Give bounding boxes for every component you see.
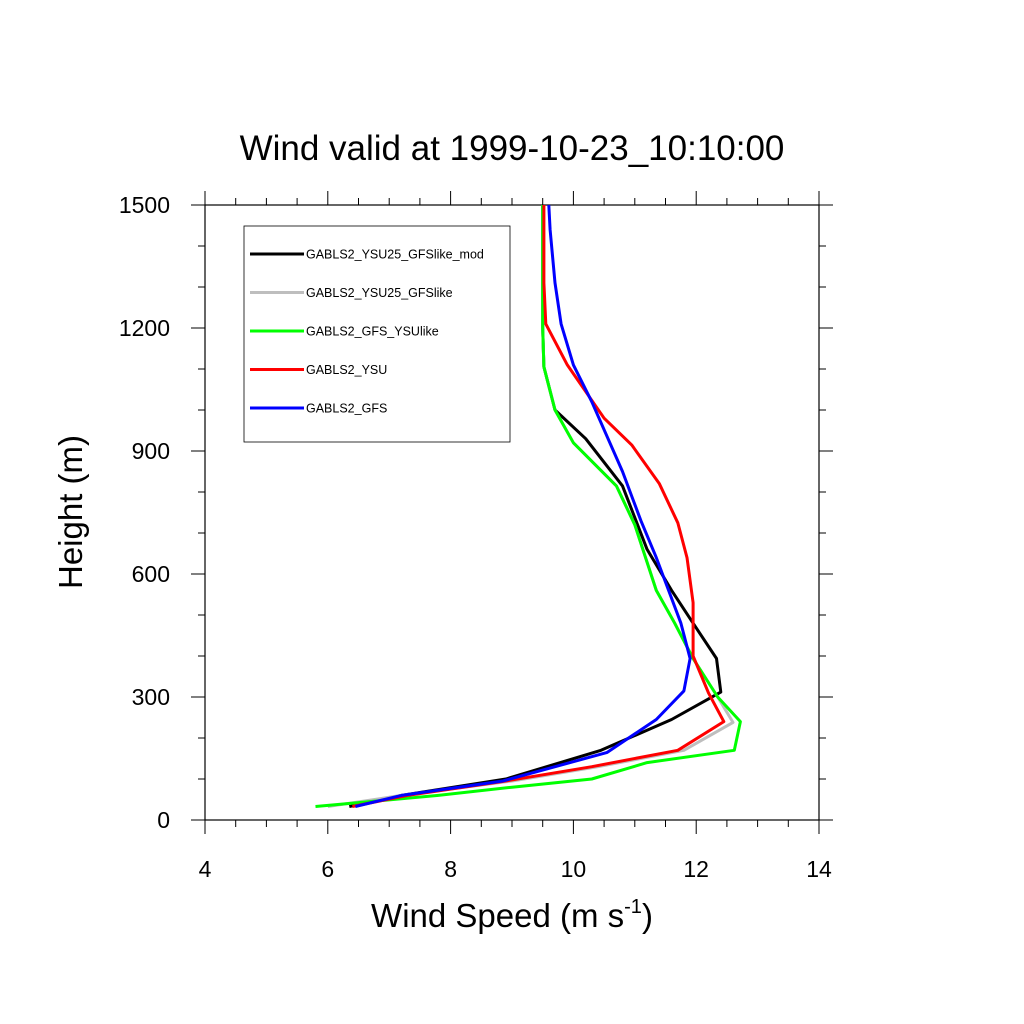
y-axis-label: Height (m) bbox=[52, 435, 89, 589]
legend: GABLS2_YSU25_GFSlike_mod GABLS2_YSU25_GFS… bbox=[243, 225, 511, 443]
x-tick-label: 6 bbox=[321, 856, 334, 882]
legend-label: GABLS2_YSU25_GFSlike_mod bbox=[306, 248, 484, 262]
legend-label: GABLS2_GFS_YSUlike bbox=[306, 325, 439, 339]
x-axis-label-exponent: -1 bbox=[624, 896, 642, 918]
y-tick-label: 600 bbox=[132, 561, 170, 587]
y-tick-label: 900 bbox=[132, 438, 170, 464]
x-tick-label: 8 bbox=[444, 856, 457, 882]
series-line-4 bbox=[355, 204, 692, 808]
legend-label: GABLS2_YSU25_GFSlike bbox=[306, 286, 453, 300]
x-axis-label-close: ) bbox=[642, 897, 653, 934]
y-tick-label: 1200 bbox=[119, 315, 170, 341]
y-tick-label: 0 bbox=[157, 807, 170, 833]
legend-box bbox=[243, 225, 511, 443]
x-axis-label: Wind Speed (m s-1) bbox=[371, 896, 653, 934]
y-tick-label: 1500 bbox=[119, 192, 170, 218]
x-axis-label-text: Wind Speed (m s bbox=[371, 897, 624, 934]
legend-entries: GABLS2_YSU25_GFSlike_mod GABLS2_YSU25_GFS… bbox=[250, 248, 484, 416]
y-tick-label: 300 bbox=[132, 684, 170, 710]
series-layer bbox=[315, 204, 742, 808]
x-tick-label: 10 bbox=[561, 856, 587, 882]
x-tick-label: 4 bbox=[199, 856, 212, 882]
axis-ticks: 4 6 8 10 12 14 0 300 600 900 1200 1500 bbox=[119, 191, 833, 882]
series-line-3 bbox=[352, 205, 726, 808]
legend-label: GABLS2_YSU bbox=[306, 363, 387, 377]
series-line-2 bbox=[315, 205, 742, 808]
chart-title: Wind valid at 1999-10-23_10:10:00 bbox=[240, 129, 785, 168]
legend-label: GABLS2_GFS bbox=[306, 402, 387, 416]
x-tick-label: 12 bbox=[683, 856, 709, 882]
x-tick-label: 14 bbox=[806, 856, 832, 882]
